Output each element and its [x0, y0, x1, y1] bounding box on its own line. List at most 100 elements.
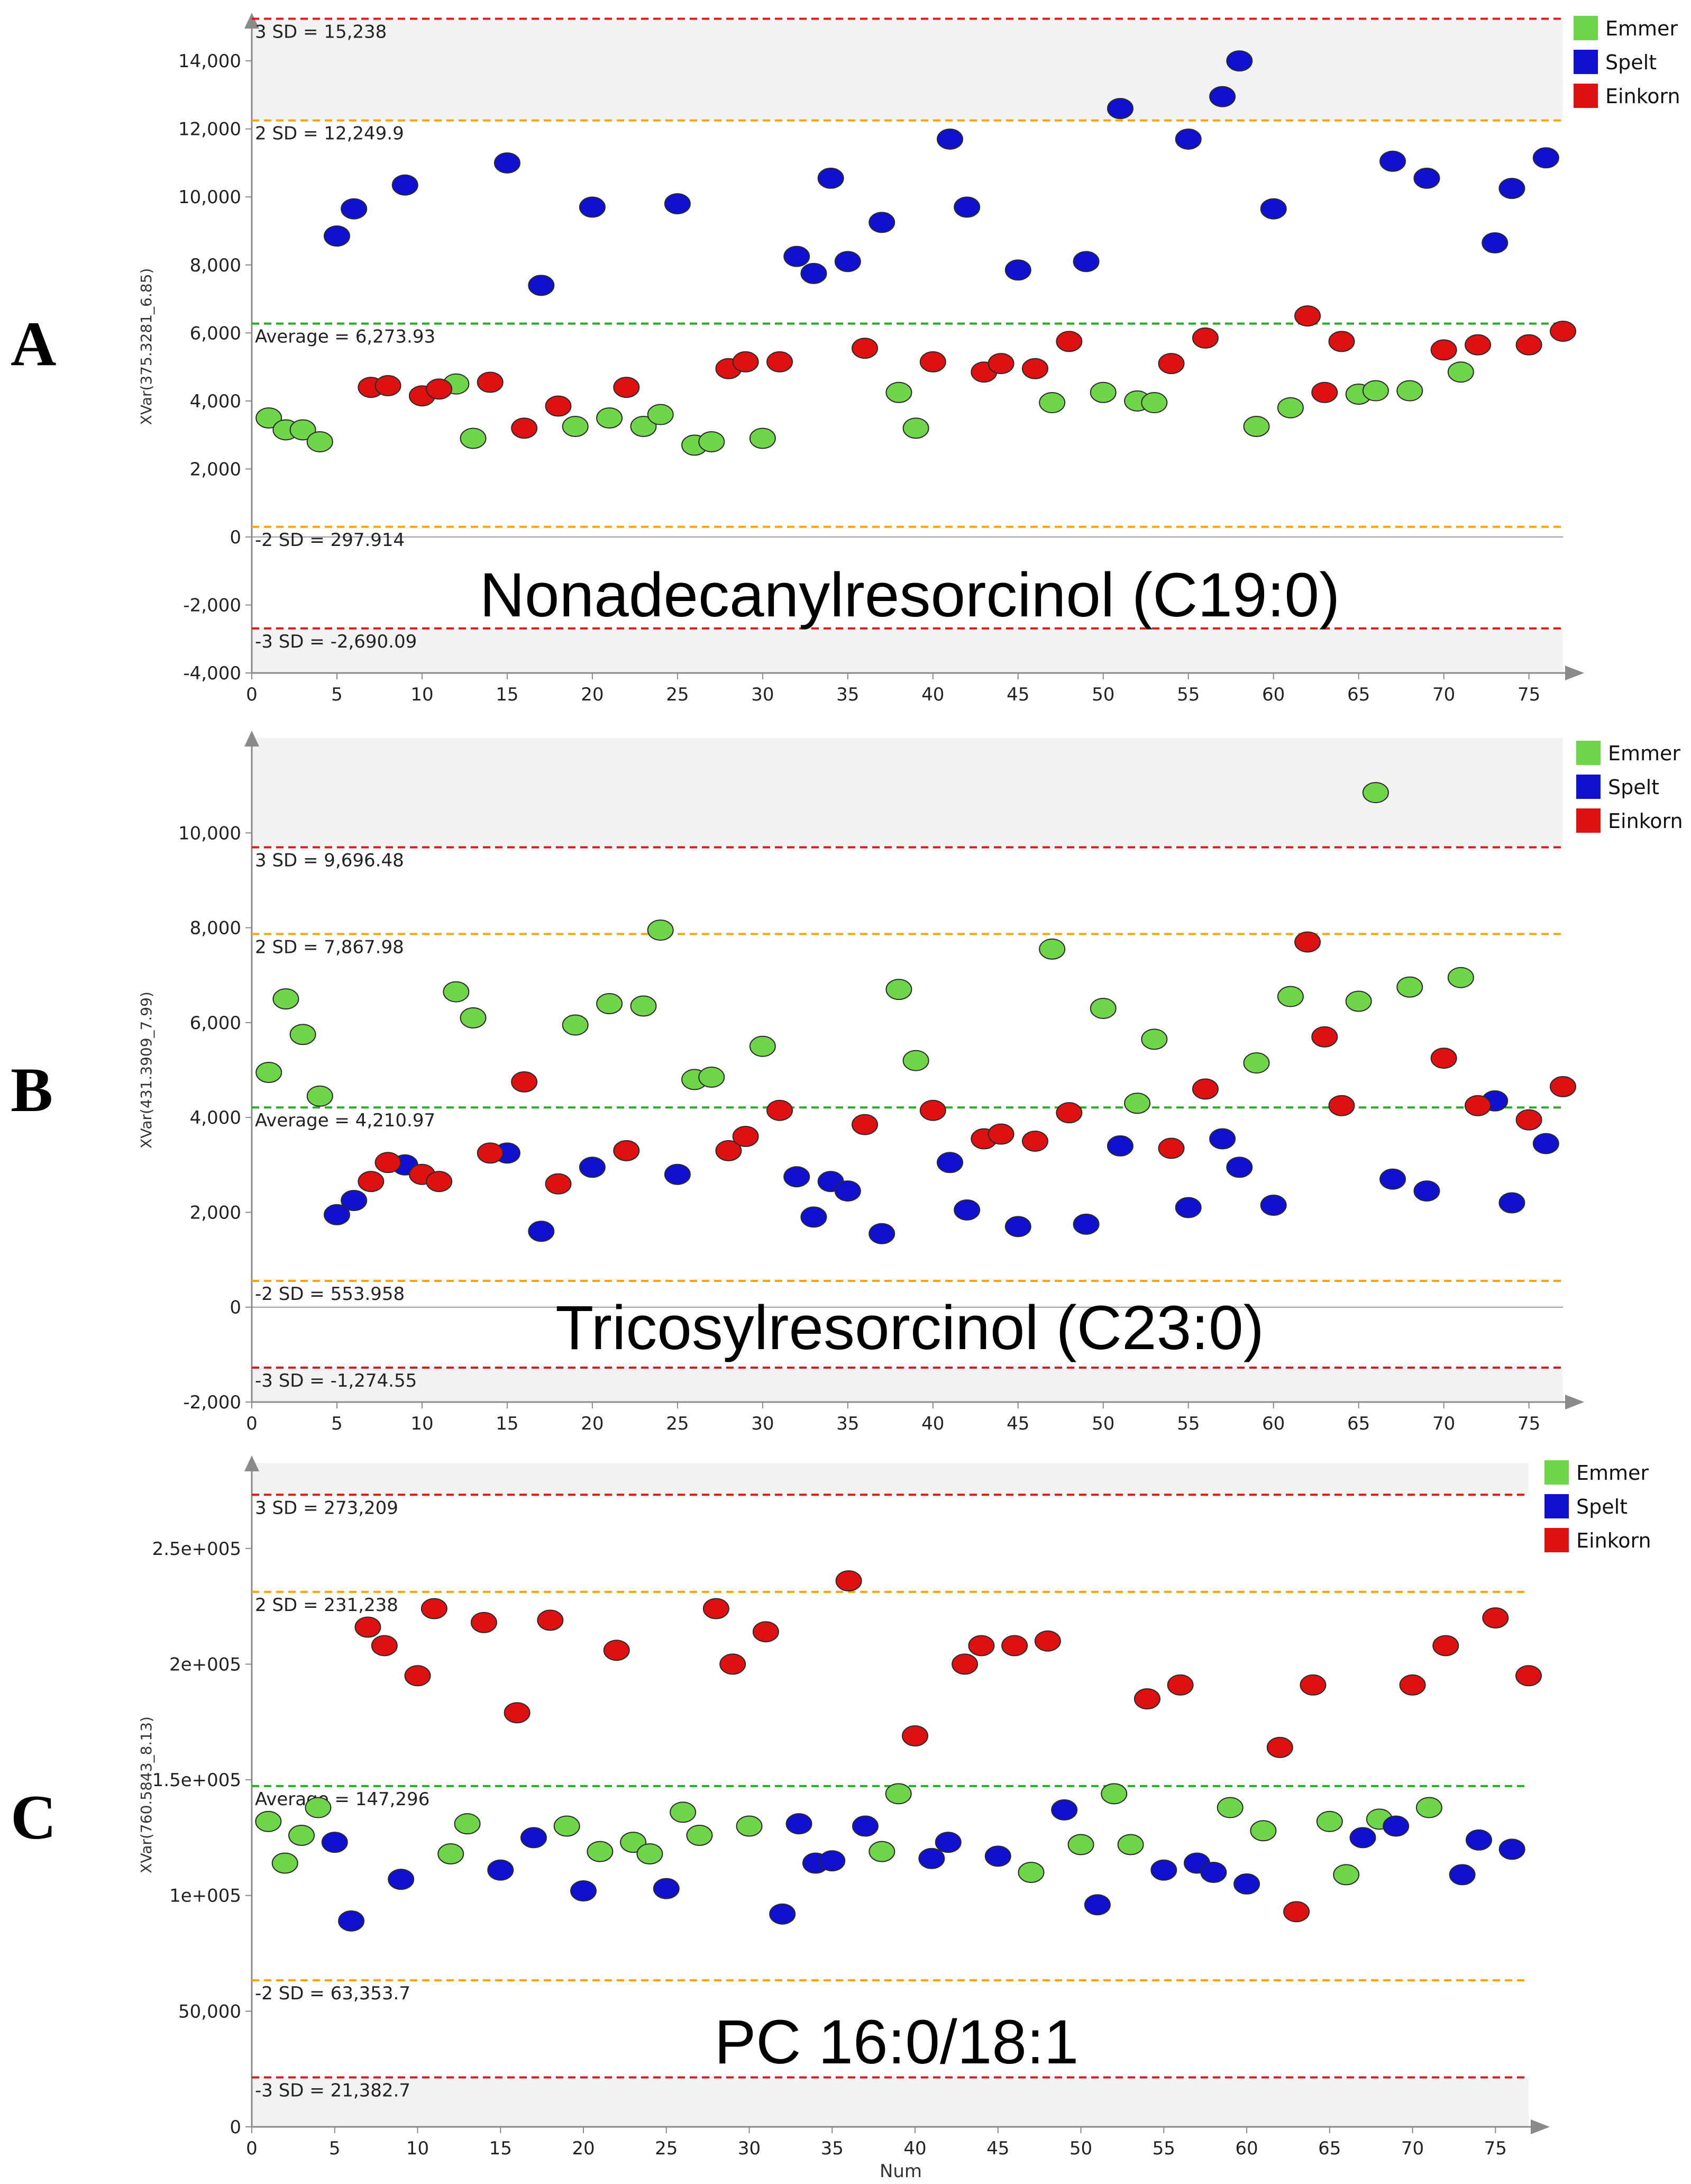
shade-band [252, 738, 1563, 848]
data-point-spelt [341, 198, 368, 220]
compound-annotation: Tricosylresorcinol (C23:0) [555, 1293, 1264, 1363]
data-point-spelt [852, 1815, 879, 1837]
data-point-spelt [1260, 1194, 1287, 1216]
data-point-einkorn [1192, 327, 1219, 349]
ref-line-label: -3 SD = -1,274.55 [255, 1370, 417, 1391]
x-tick-label: 10 [410, 1413, 433, 1434]
x-tick-label: 30 [751, 684, 774, 705]
ref-line-label: 3 SD = 15,238 [255, 22, 387, 43]
x-tick-label: 20 [581, 1413, 604, 1434]
data-point-emmer [1277, 397, 1304, 418]
shade-band [252, 628, 1563, 673]
x-tick-label: 20 [572, 2138, 595, 2159]
data-point-spelt [783, 1166, 810, 1188]
data-point-emmer [647, 920, 674, 941]
data-point-emmer [1447, 967, 1474, 988]
data-point-emmer [1447, 361, 1474, 383]
x-tick-label: 0 [246, 1413, 258, 1434]
x-tick-label: 50 [1070, 2138, 1092, 2159]
y-tick-label: 12,000 [178, 119, 241, 140]
shade-band [252, 1463, 1529, 1495]
data-point-einkorn [1294, 931, 1321, 953]
data-point-spelt [800, 262, 827, 284]
data-point-einkorn [470, 1612, 497, 1633]
data-point-emmer [460, 1007, 487, 1029]
x-tick-label: 40 [921, 1413, 944, 1434]
data-point-einkorn [902, 1725, 929, 1746]
y-axis-arrow-icon [244, 1455, 259, 1471]
ref-line-label: Average = 6,273.93 [255, 326, 435, 348]
data-point-emmer [289, 419, 316, 441]
data-point-einkorn [1328, 331, 1355, 352]
data-point-spelt [493, 152, 520, 174]
data-point-einkorn [1482, 1607, 1509, 1628]
x-tick-label: 60 [1235, 2138, 1258, 2159]
x-axis-arrow-icon [1565, 666, 1584, 680]
data-point-einkorn [511, 1071, 538, 1093]
data-point-einkorn [1550, 321, 1576, 342]
data-point-spelt [528, 1221, 555, 1242]
data-point-emmer [1415, 1797, 1442, 1818]
shade-band [252, 2077, 1529, 2127]
data-point-einkorn [1021, 1130, 1048, 1152]
x-tick-label: 15 [489, 2138, 512, 2159]
data-point-einkorn [1300, 1674, 1327, 1696]
data-point-spelt [936, 128, 963, 150]
data-point-einkorn [1021, 358, 1048, 379]
data-point-spelt [869, 1223, 895, 1244]
data-point-emmer [1243, 1052, 1270, 1074]
data-point-emmer [255, 407, 282, 429]
x-tick-label: 35 [836, 684, 859, 705]
x-tick-label: 75 [1484, 2138, 1507, 2159]
data-point-emmer [1090, 997, 1117, 1019]
data-point-spelt [653, 1878, 680, 1899]
data-point-spelt [391, 174, 418, 196]
data-point-einkorn [477, 371, 504, 393]
y-tick-label: 6,000 [190, 323, 241, 344]
ref-line-label: -2 SD = 297.914 [255, 530, 405, 551]
x-tick-label: 45 [1007, 684, 1029, 705]
data-point-einkorn [477, 1142, 504, 1164]
data-point-einkorn [1550, 1076, 1576, 1097]
data-point-spelt [664, 193, 691, 215]
y-tick-label: 0 [230, 527, 241, 548]
data-point-einkorn [545, 395, 572, 417]
data-point-spelt [1449, 1864, 1476, 1886]
data-point-spelt [1073, 251, 1100, 272]
y-tick-label: 4,000 [190, 1107, 241, 1129]
data-point-emmer [1141, 1029, 1168, 1050]
x-tick-label: 75 [1518, 1413, 1540, 1434]
data-point-emmer [255, 1810, 282, 1832]
data-point-spelt [1107, 98, 1134, 120]
data-point-spelt [321, 1832, 348, 1853]
data-point-einkorn [371, 1635, 398, 1657]
x-tick-label: 10 [410, 684, 433, 705]
data-point-emmer [1362, 380, 1389, 402]
x-tick-label: 70 [1432, 684, 1455, 705]
series-emmer [255, 782, 1474, 1114]
data-point-einkorn [1056, 331, 1083, 352]
data-point-spelt [1226, 1157, 1253, 1178]
x-tick-label: 30 [751, 1413, 774, 1434]
data-point-spelt [579, 196, 606, 218]
legend-label-einkorn: Einkorn [1605, 85, 1680, 108]
legend-swatch-emmer [1544, 1460, 1569, 1485]
y-tick-label: -2,000 [183, 595, 241, 616]
data-point-spelt [1175, 128, 1202, 150]
data-point-emmer [636, 1843, 663, 1865]
x-tick-label: 50 [1092, 1413, 1114, 1434]
data-point-emmer [670, 1801, 697, 1823]
data-point-einkorn [1294, 305, 1321, 327]
legend-swatch-emmer [1574, 16, 1598, 40]
data-point-einkorn [919, 351, 946, 372]
data-point-emmer [630, 995, 657, 1017]
data-point-spelt [800, 1206, 827, 1228]
data-point-spelt [487, 1859, 514, 1881]
y-tick-label: 50,000 [178, 2001, 241, 2022]
x-tick-label: 5 [331, 684, 343, 705]
data-point-einkorn [354, 1616, 381, 1638]
x-tick-label: 40 [921, 684, 944, 705]
data-point-emmer [288, 1825, 315, 1846]
data-point-emmer [437, 1843, 464, 1865]
data-point-emmer [630, 416, 657, 438]
